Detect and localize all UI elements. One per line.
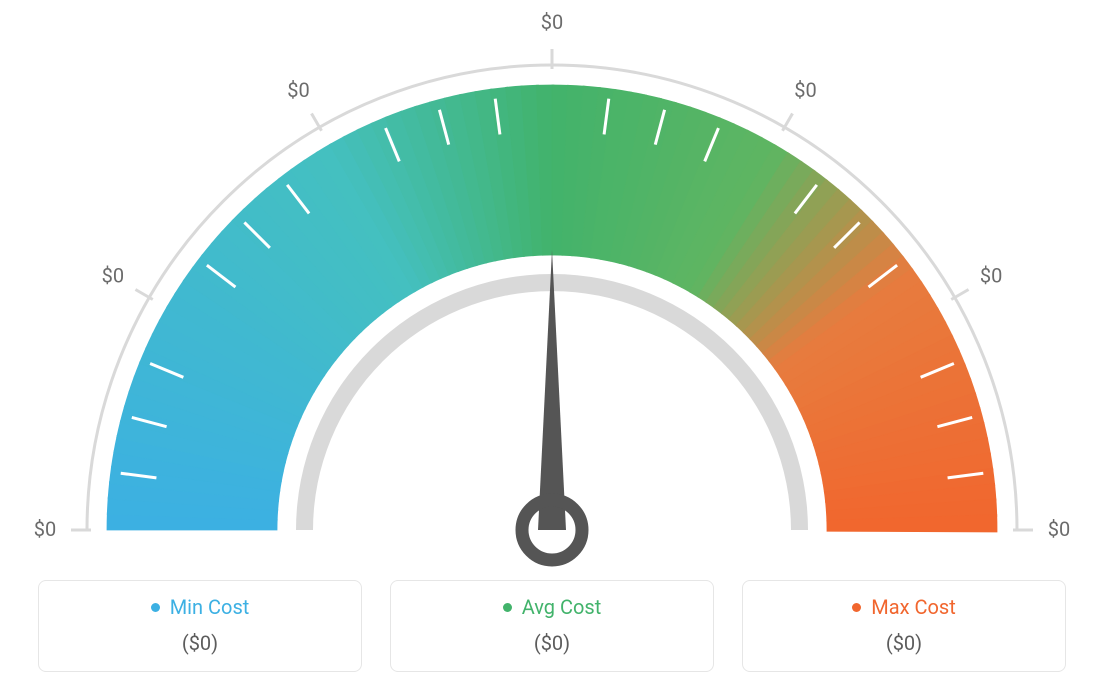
- svg-text:$0: $0: [541, 10, 563, 34]
- svg-text:$0: $0: [34, 517, 56, 541]
- svg-text:$0: $0: [980, 264, 1002, 288]
- legend-title-max: Max Cost: [852, 595, 956, 619]
- svg-text:$0: $0: [287, 78, 309, 102]
- cost-gauge-container: $0 $0 $0 $0 $0 $0 $0 Min Cost ($0) Avg Cost ($…: [0, 0, 1104, 690]
- legend-dot-avg: [503, 603, 512, 612]
- legend-label-min: Min Cost: [170, 595, 250, 619]
- gauge-chart: $0 $0 $0 $0 $0 $0 $0: [0, 0, 1104, 560]
- legend-dot-max: [852, 603, 861, 612]
- legend-card-min: Min Cost ($0): [38, 580, 362, 672]
- legend-value-avg: ($0): [401, 631, 703, 655]
- legend-label-avg: Avg Cost: [522, 595, 602, 619]
- legend-dot-min: [151, 603, 160, 612]
- svg-text:$0: $0: [1048, 517, 1070, 541]
- svg-text:$0: $0: [102, 264, 124, 288]
- legend-row: Min Cost ($0) Avg Cost ($0) Max Cost ($0…: [38, 580, 1066, 672]
- legend-title-min: Min Cost: [151, 595, 250, 619]
- legend-label-max: Max Cost: [871, 595, 956, 619]
- legend-card-avg: Avg Cost ($0): [390, 580, 714, 672]
- legend-title-avg: Avg Cost: [503, 595, 602, 619]
- gauge-svg: $0 $0 $0 $0 $0 $0 $0: [0, 0, 1104, 580]
- legend-value-min: ($0): [49, 631, 351, 655]
- svg-text:$0: $0: [794, 78, 816, 102]
- legend-card-max: Max Cost ($0): [742, 580, 1066, 672]
- legend-value-max: ($0): [753, 631, 1055, 655]
